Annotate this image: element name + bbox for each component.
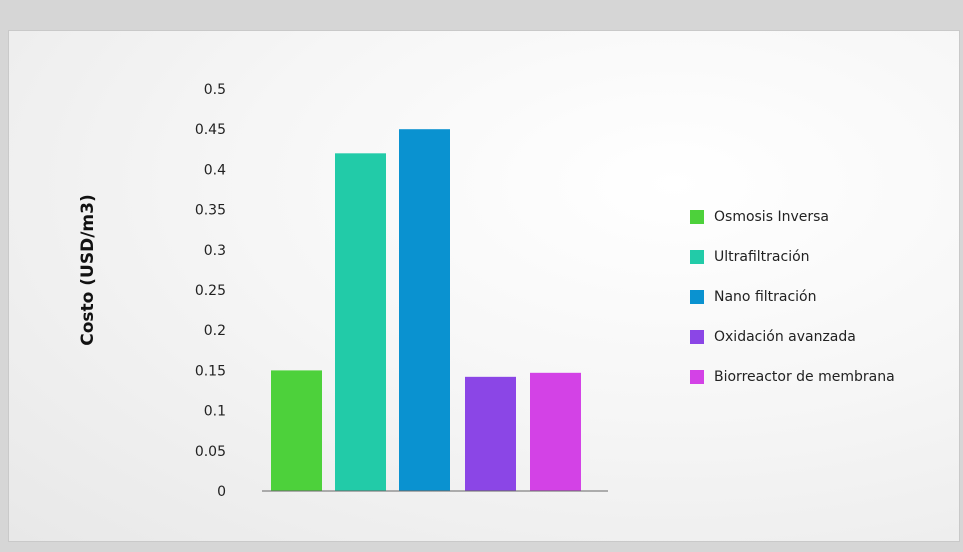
y-tick-label: 0.3 — [204, 243, 226, 259]
y-tick-label: 0.35 — [195, 203, 226, 219]
legend-label: Osmosis Inversa — [714, 209, 829, 225]
y-tick-label: 0.1 — [204, 404, 226, 420]
legend-item: Nano filtración — [690, 287, 895, 307]
legend-swatch — [690, 210, 704, 224]
legend-item: Osmosis Inversa — [690, 207, 895, 227]
y-tick-label: 0.45 — [195, 122, 226, 138]
legend-swatch — [690, 370, 704, 384]
legend-label: Nano filtración — [714, 289, 817, 305]
bar-nano-filtraci-n — [399, 129, 450, 491]
legend-swatch — [690, 290, 704, 304]
y-tick-label: 0.5 — [204, 82, 226, 98]
y-tick-label: 0.4 — [204, 162, 226, 178]
y-tick-label: 0 — [217, 484, 226, 500]
bar-osmosis-inversa — [271, 370, 322, 491]
legend-label: Oxidación avanzada — [714, 329, 856, 345]
bars — [271, 129, 581, 491]
legend-swatch — [690, 330, 704, 344]
legend-item: Biorreactor de membrana — [690, 367, 895, 387]
bar-oxidaci-n-avanzada — [465, 376, 516, 491]
bar-biorreactor-de-membrana — [530, 372, 581, 491]
legend-swatch — [690, 250, 704, 264]
legend-label: Biorreactor de membrana — [714, 369, 895, 385]
bar-ultrafiltraci-n — [335, 153, 386, 491]
legend-item: Ultrafiltración — [690, 247, 895, 267]
legend-item: Oxidación avanzada — [690, 327, 895, 347]
y-tick-label: 0.05 — [195, 444, 226, 460]
y-tick-label: 0.2 — [204, 323, 226, 339]
y-tick-label: 0.15 — [195, 363, 226, 379]
y-tick-label: 0.25 — [195, 283, 226, 299]
legend-label: Ultrafiltración — [714, 249, 810, 265]
y-tick-labels: 0 0.05 0.1 0.15 0.2 0.25 0.3 0.35 0.4 0.45 0.5 — [195, 82, 226, 500]
legend: Osmosis Inversa Ultrafiltración Nano filtr… — [690, 207, 895, 407]
